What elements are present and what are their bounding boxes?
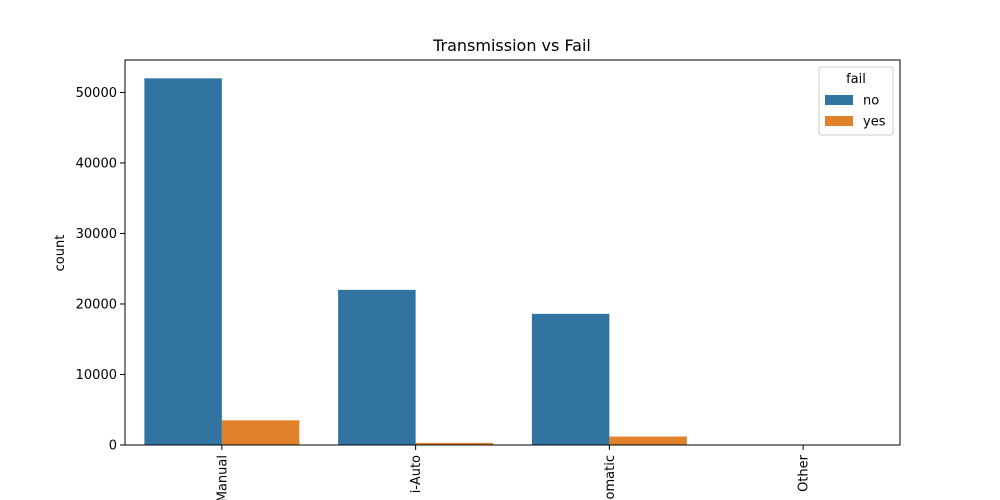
bar-yes-manual [221,420,300,445]
y-tick-label: 50000 [76,86,117,101]
bar-yes-semi-auto [415,442,494,445]
legend-label-no: no [863,94,879,109]
x-tick-label: omatic [603,455,618,499]
y-tick-label: 10000 [76,368,117,383]
bar-no-semi-auto [338,289,416,445]
y-axis-title: count [53,235,68,272]
bar-yes-automatic [609,436,687,445]
x-tick-label: Manual [215,455,230,500]
x-tick-label: Other [797,454,812,492]
bar-no-automatic [531,313,610,445]
legend-title: fail [846,72,866,87]
legend-label-yes: yes [863,115,886,130]
y-tick-label: 40000 [76,156,117,171]
y-tick-label: 0 [109,439,117,454]
chart-title: Transmission vs Fail [432,36,591,55]
legend: fail no yes [818,66,894,136]
legend-swatch-yes [825,116,853,126]
y-tick-label: 20000 [76,297,117,312]
x-tick-label: i-Auto [409,455,424,493]
plot-area: 0 10000 20000 30000 40000 50000 Manual i-Auto om… [76,78,812,500]
plot-frame [124,59,901,446]
legend-swatch-no [825,95,853,105]
y-tick-label: 30000 [76,227,117,242]
bar-no-manual [144,78,222,445]
